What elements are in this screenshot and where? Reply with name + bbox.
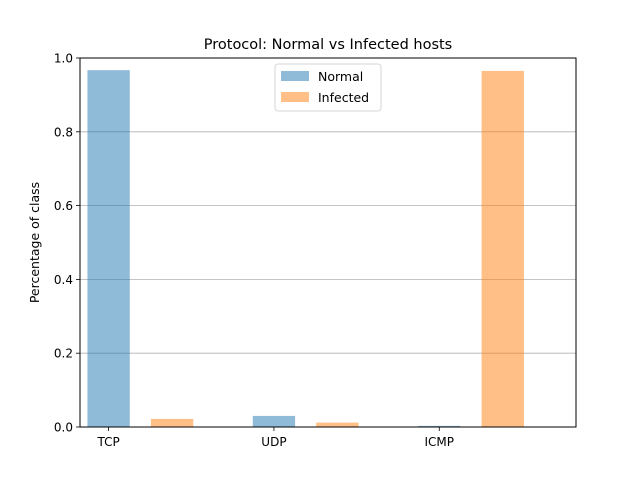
- x-tick-label-2: ICMP: [425, 435, 455, 449]
- y-tick-label-2: 0.4: [54, 273, 73, 287]
- chart-title: Protocol: Normal vs Infected hosts: [204, 37, 452, 53]
- legend-label-infected: Infected: [318, 90, 369, 105]
- x-tick-label-0: TCP: [96, 435, 119, 449]
- bar-infected-icmp: [481, 70, 524, 427]
- y-tick-label-5: 1.0: [54, 52, 73, 66]
- bars: [87, 70, 524, 427]
- bar-normal-tcp: [87, 70, 130, 427]
- y-tick-label-0: 0.0: [54, 421, 73, 435]
- y-axis-ticks: 0.0 0.2 0.4 0.6 0.8 1.0: [54, 52, 80, 435]
- legend-swatch-normal: [281, 71, 309, 81]
- bar-normal-udp: [252, 415, 296, 427]
- legend: Normal Infected: [274, 63, 382, 112]
- bar-normal-icmp: [418, 425, 461, 427]
- y-tick-label-1: 0.2: [54, 347, 73, 361]
- legend-label-normal: Normal: [318, 69, 363, 84]
- bar-infected-tcp: [150, 418, 194, 427]
- legend-swatch-infected: [281, 92, 309, 102]
- x-tick-label-1: UDP: [261, 435, 286, 449]
- x-axis-ticks: TCP UDP ICMP: [96, 427, 454, 449]
- y-tick-label-4: 0.8: [54, 125, 73, 139]
- y-axis-label: Percentage of class: [27, 182, 42, 303]
- bar-infected-udp: [316, 422, 359, 427]
- plot-frame: [79, 57, 577, 428]
- y-tick-label-3: 0.6: [54, 199, 73, 213]
